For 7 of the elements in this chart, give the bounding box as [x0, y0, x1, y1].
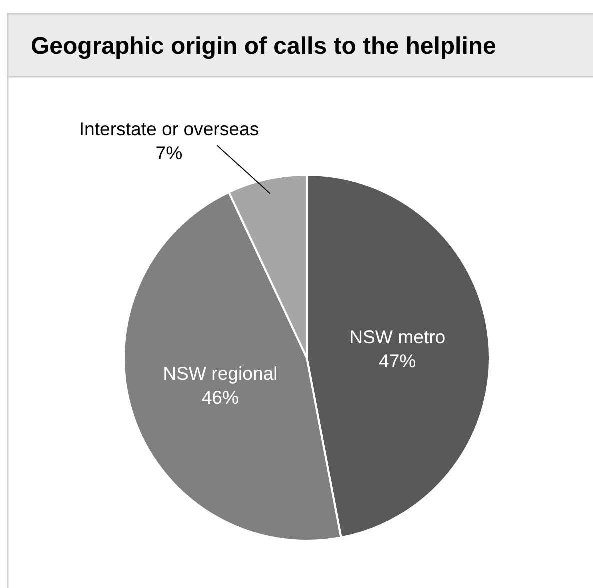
- data-label: 46%: [202, 387, 240, 408]
- chart-title: Geographic origin of calls to the helpline: [31, 33, 496, 60]
- slice-label: Interstate or overseas: [79, 118, 260, 140]
- slice-label: NSW metro: [350, 326, 446, 348]
- data-label: 7%: [156, 142, 183, 164]
- data-label: 47%: [378, 350, 416, 372]
- slice-label: NSW regional: [163, 363, 278, 384]
